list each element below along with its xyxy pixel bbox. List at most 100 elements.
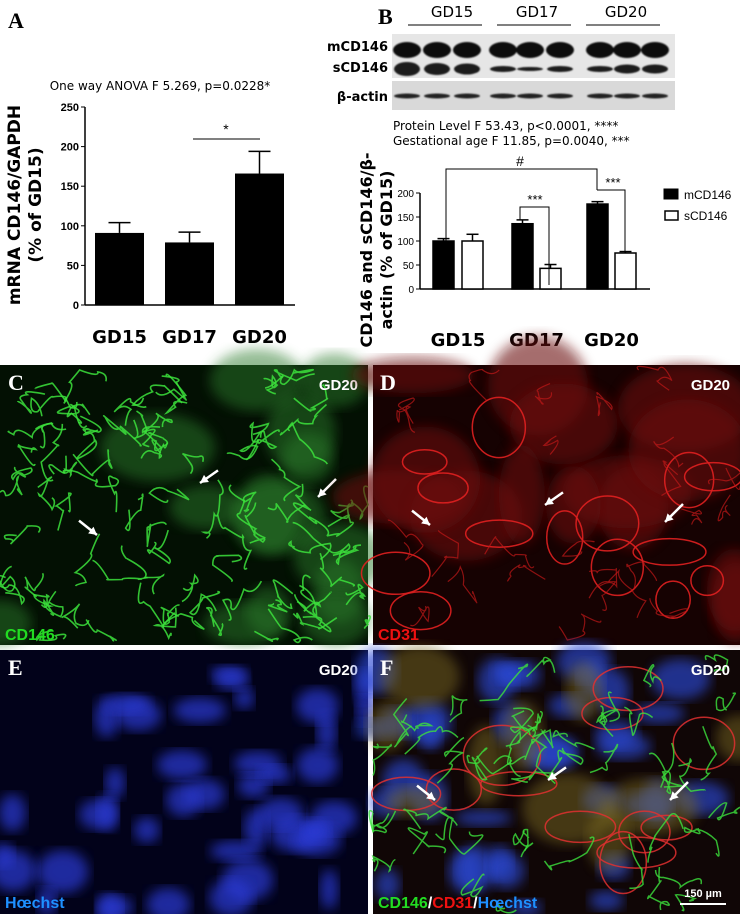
nucleus <box>0 794 27 832</box>
fluorescent-signal <box>142 432 169 448</box>
band-mcd146 <box>393 42 421 58</box>
chart-b-title-2: Gestational age F 11.85, p=0.0040, *** <box>393 134 630 148</box>
fluorescent-signal <box>0 474 23 497</box>
band-actin <box>517 93 543 99</box>
fluorescent-signal <box>263 374 279 395</box>
fluorescent-signal <box>3 525 41 545</box>
fluorescent-signal <box>11 466 33 481</box>
fluorescent-signal <box>0 574 16 592</box>
vessel-outline <box>389 591 452 631</box>
vessel-outline <box>655 580 691 620</box>
fluorescent-signal <box>272 579 294 609</box>
fluorescent-signal <box>552 730 595 750</box>
fluorescent-signal <box>526 656 556 678</box>
vessel-outline <box>663 451 715 509</box>
fluorescent-signal <box>73 533 101 587</box>
tissue-signal <box>545 465 601 544</box>
fluorescent-signal <box>708 802 740 821</box>
significance-marker: *** <box>527 192 542 207</box>
fluorescent-signal <box>678 757 706 793</box>
fluorescent-signal <box>181 452 204 475</box>
panel-label-d: D <box>380 370 396 395</box>
fluorescent-signal <box>589 567 618 589</box>
panel-e-stain: Hœchst <box>5 895 65 912</box>
fluorescent-signal <box>397 397 416 433</box>
fluorescent-signal <box>534 383 553 405</box>
fluorescent-signal <box>293 594 332 633</box>
tissue-signal <box>706 548 740 632</box>
bar-mcd146-gd15 <box>432 240 455 290</box>
fluorescent-signal <box>292 521 351 557</box>
y-tick-label: 100 <box>397 237 414 248</box>
y-tick-label: 250 <box>61 102 79 114</box>
fluorescent-signal <box>24 572 44 598</box>
fluorescent-signal <box>547 747 584 778</box>
nucleus <box>37 850 89 894</box>
nucleus <box>105 767 125 799</box>
legend-label-scd146: sCD146 <box>684 209 728 223</box>
band-scd146 <box>394 62 420 76</box>
fluorescent-signal <box>387 519 424 561</box>
fluorescent-signal <box>221 580 263 621</box>
y-tick-label: 0 <box>408 285 414 296</box>
tissue-signal <box>0 600 32 646</box>
fluorescent-signal <box>661 742 683 788</box>
fluorescent-signal <box>267 599 288 613</box>
nucleus <box>258 797 304 830</box>
panel-c-stain: CD146 <box>5 627 55 644</box>
fluorescent-signal <box>396 405 414 424</box>
tissue-signal <box>370 426 481 534</box>
fluorescent-signal <box>162 612 205 631</box>
bar-scd146-gd17 <box>539 267 562 290</box>
chart-a-title: One way ANOVA F 5.269, p=0.0228* <box>50 79 271 93</box>
fluorescent-signal <box>589 743 619 774</box>
nucleus <box>146 887 190 914</box>
arrow-icon <box>318 488 327 497</box>
fluorescent-signal <box>661 460 682 497</box>
chart-b-ylabel-1: CD146 and sCD146/β- <box>357 152 376 347</box>
nucleus <box>456 845 495 893</box>
fluorescent-signal <box>40 423 64 482</box>
fluorescent-signal <box>76 429 99 460</box>
fluorescent-signal <box>17 443 38 467</box>
band-actin <box>394 93 420 99</box>
fluorescent-signal <box>245 421 270 461</box>
fluorescent-signal <box>63 369 107 402</box>
fluorescent-signal <box>561 540 595 557</box>
band-actin <box>490 93 516 99</box>
fluorescent-signal <box>206 606 224 637</box>
y-tick-label: 100 <box>61 221 79 233</box>
fluorescent-signal <box>211 554 243 582</box>
bar-gd15 <box>95 232 144 305</box>
band-actin <box>614 93 640 99</box>
fluorescent-signal <box>479 663 529 702</box>
vessel-outline <box>401 449 448 475</box>
vessel-outline <box>425 768 483 811</box>
arrow-icon <box>88 526 97 535</box>
western-blot: GD15 GD17 GD20 mCD146 sCD146 β-actin <box>327 3 675 110</box>
bar-mcd146-gd20 <box>586 203 609 290</box>
chart-b-title-1: Protein Level F 53.43, p<0.0001, **** <box>393 119 618 133</box>
fluorescent-signal <box>511 769 555 783</box>
tissue-signal <box>351 357 475 394</box>
fluorescent-signal <box>404 726 459 755</box>
fluorescent-signal <box>506 730 522 777</box>
fluorescent-signal <box>371 812 390 832</box>
fluorescent-signal <box>37 476 56 512</box>
fluorescent-signal <box>598 705 614 738</box>
fluorescent-signal <box>471 747 488 781</box>
fluorescent-signal <box>155 375 187 401</box>
significance-marker: # <box>516 153 524 169</box>
blot-row-label: β-actin <box>337 90 388 105</box>
vessel-outline <box>462 724 542 787</box>
fluorescent-signal <box>61 603 90 629</box>
vessel-outline <box>545 510 584 565</box>
arrow-icon <box>548 771 557 780</box>
panel-c-image: C GD20 CD146 <box>0 349 386 647</box>
fluorescent-signal <box>596 691 621 724</box>
fluorescent-signal <box>216 514 253 570</box>
panel-f-stain-cd146: CD146 <box>378 895 428 912</box>
band-mcd146 <box>516 42 544 58</box>
fluorescent-signal <box>715 692 737 712</box>
nucleus <box>634 703 685 724</box>
